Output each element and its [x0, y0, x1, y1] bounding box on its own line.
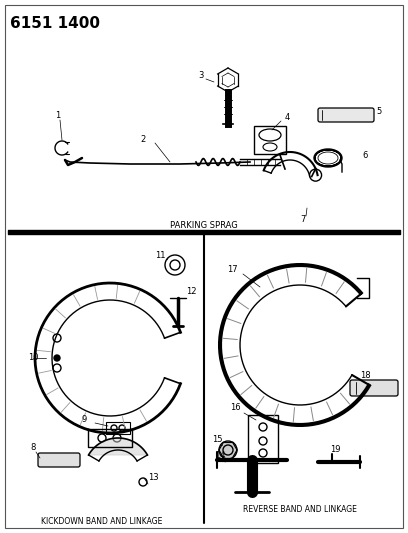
Polygon shape — [89, 438, 147, 455]
Text: 11: 11 — [155, 251, 166, 260]
Text: 1: 1 — [55, 110, 60, 119]
Text: 7: 7 — [300, 215, 305, 224]
Text: 17: 17 — [227, 265, 237, 274]
Text: 5: 5 — [376, 108, 381, 117]
Text: 9: 9 — [82, 416, 87, 424]
Circle shape — [54, 355, 60, 361]
Text: 19: 19 — [330, 446, 341, 455]
Text: 10: 10 — [28, 353, 38, 362]
Circle shape — [219, 441, 237, 459]
Text: 18: 18 — [360, 370, 370, 379]
FancyBboxPatch shape — [318, 108, 374, 122]
Text: 14: 14 — [215, 450, 226, 459]
Text: 8: 8 — [30, 442, 35, 451]
Text: PARKING SPRAG: PARKING SPRAG — [170, 221, 238, 230]
Text: 15: 15 — [212, 435, 222, 445]
Text: 3: 3 — [198, 71, 203, 80]
Text: KICKDOWN BAND AND LINKAGE: KICKDOWN BAND AND LINKAGE — [41, 518, 163, 527]
Bar — [254, 126, 286, 154]
FancyBboxPatch shape — [38, 453, 80, 467]
Bar — [106, 422, 130, 434]
Text: REVERSE BAND AND LINKAGE: REVERSE BAND AND LINKAGE — [243, 505, 357, 514]
Text: 12: 12 — [186, 287, 197, 295]
Bar — [248, 415, 278, 463]
FancyBboxPatch shape — [350, 380, 398, 396]
Text: 2: 2 — [140, 135, 145, 144]
Text: 6151 1400: 6151 1400 — [10, 16, 100, 31]
Text: 6: 6 — [362, 150, 367, 159]
Text: 4: 4 — [285, 112, 290, 122]
Text: 13: 13 — [148, 473, 159, 482]
Text: 16: 16 — [230, 403, 241, 413]
